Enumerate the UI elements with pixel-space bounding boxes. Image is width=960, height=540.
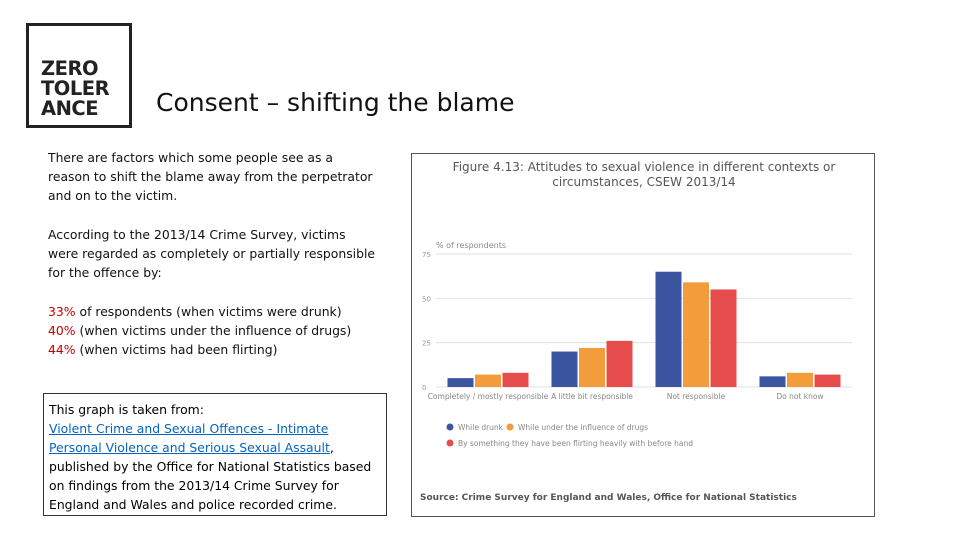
x-tick-label: Do not know bbox=[776, 392, 823, 401]
stat-pct: 44% bbox=[48, 342, 76, 357]
figure-title-line-2: circumstances, CSEW 2013/14 bbox=[552, 175, 736, 189]
bar bbox=[502, 372, 529, 387]
stat-drunk: 33% of respondents (when victims were dr… bbox=[48, 302, 388, 321]
y-tick-label: 25 bbox=[422, 340, 431, 348]
intro-paragraph-1: There are factors which some people see … bbox=[48, 150, 373, 203]
bar bbox=[475, 374, 501, 387]
source-box: This graph is taken from: Violent Crime … bbox=[43, 393, 387, 516]
slide-title: Consent – shifting the blame bbox=[156, 88, 515, 117]
source-rest: , published by the Office for National S… bbox=[49, 440, 372, 512]
bar bbox=[655, 271, 682, 387]
legend-swatch bbox=[446, 423, 454, 431]
figure-title: Figure 4.13: Attitudes to sexual violenc… bbox=[412, 160, 876, 190]
bar bbox=[447, 378, 474, 387]
legend-swatch bbox=[506, 423, 514, 431]
source-link[interactable]: Violent Crime and Sexual Offences - Inti… bbox=[49, 421, 330, 455]
x-tick-label: Completely / mostly responsible bbox=[428, 392, 549, 401]
legend-label: While under the influence of drugs bbox=[518, 423, 648, 432]
source-intro: This graph is taken from: bbox=[49, 402, 204, 417]
legend-label: While drunk bbox=[458, 423, 504, 432]
x-tick-label: Not responsible bbox=[667, 392, 726, 401]
bar bbox=[683, 282, 709, 387]
stat-drugs: 40% (when victims under the influence of… bbox=[48, 321, 388, 340]
y-tick-label: 50 bbox=[422, 295, 431, 303]
legend-label: By something they have been flirting hea… bbox=[458, 439, 693, 448]
intro-paragraph-2: According to the 2013/14 Crime Survey, v… bbox=[48, 227, 376, 280]
bar bbox=[579, 347, 605, 387]
logo-line-2: TOLER bbox=[41, 77, 110, 100]
stat-pct: 40% bbox=[48, 323, 76, 338]
bar-chart: % of respondents 0 25 50 75 Completely / most… bbox=[422, 241, 852, 448]
bar bbox=[759, 376, 786, 387]
bar bbox=[814, 374, 841, 387]
stat-text: of respondents (when victims were drunk) bbox=[75, 304, 342, 319]
y-tick-label: 0 bbox=[422, 384, 426, 392]
stats-list: 33% of respondents (when victims were dr… bbox=[48, 302, 388, 359]
stat-text: (when victims had been flirting) bbox=[75, 342, 278, 357]
figure-source: Source: Crime Survey for England and Wal… bbox=[420, 493, 797, 503]
stat-flirting: 44% (when victims had been flirting) bbox=[48, 340, 388, 359]
bar bbox=[710, 289, 737, 387]
legend-swatch bbox=[446, 439, 454, 447]
x-tick-label: A little bit responsible bbox=[551, 392, 633, 401]
figure-image: Figure 4.13: Attitudes to sexual violenc… bbox=[411, 153, 875, 517]
y-axis-label: % of respondents bbox=[436, 241, 506, 250]
figure-title-line-1: Figure 4.13: Attitudes to sexual violenc… bbox=[452, 160, 836, 174]
bar bbox=[551, 351, 578, 387]
bar bbox=[606, 340, 633, 387]
stat-text: (when victims under the influence of dru… bbox=[75, 323, 352, 338]
y-tick-label: 75 bbox=[422, 251, 431, 259]
logo-line-3: ANCE bbox=[41, 97, 99, 120]
zero-tolerance-logo: ZERO TOLER ANCE bbox=[26, 23, 132, 128]
logo-line-1: ZERO bbox=[41, 57, 99, 80]
stat-pct: 33% bbox=[48, 304, 76, 319]
bar bbox=[787, 372, 813, 387]
